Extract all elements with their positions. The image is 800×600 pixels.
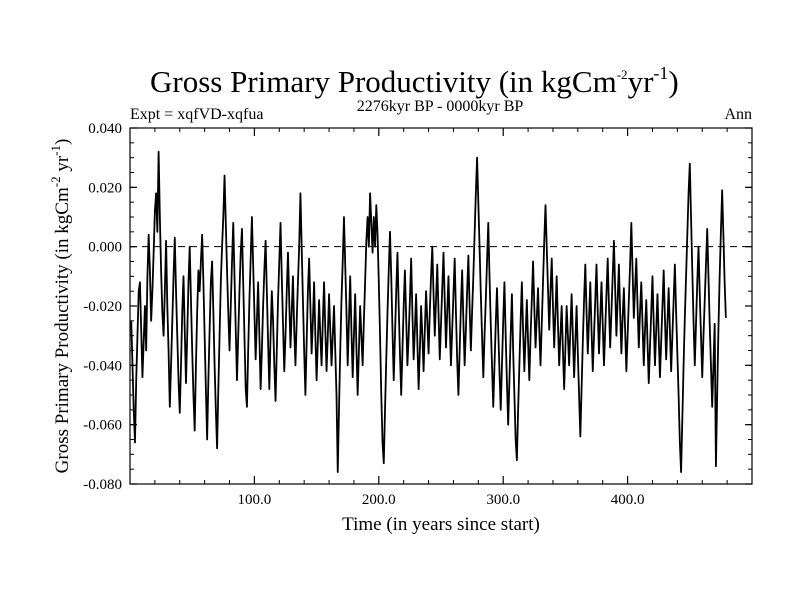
y-tick-label: -0.060 bbox=[83, 418, 122, 434]
y-tick-label: -0.080 bbox=[83, 477, 122, 493]
season-label: Ann bbox=[724, 106, 752, 123]
y-axis: -0.080 -0.060 -0.040 -0.020 0.000 0.020 0.040 bbox=[83, 121, 752, 493]
x-tick-label: 300.0 bbox=[486, 492, 520, 508]
x-tick-label: 200.0 bbox=[362, 492, 396, 508]
time-range-label: 2276kyr BP - 0000kyr BP bbox=[357, 98, 524, 115]
experiment-label: Expt = xqfVD-xqfua bbox=[130, 106, 263, 123]
y-tick-label: 0.000 bbox=[88, 240, 122, 256]
chart-title: Gross Primary Productivity (in kgCm-2yr-… bbox=[150, 63, 679, 99]
y-tick-label: -0.020 bbox=[83, 299, 122, 315]
x-tick-label: 100.0 bbox=[238, 492, 272, 508]
x-axis-label: Time (in years since start) bbox=[342, 514, 540, 535]
series-line-gpp bbox=[130, 150, 727, 474]
y-axis-label: Gross Primary Productivity (in kgCm-2 yr… bbox=[48, 139, 73, 474]
y-tick-label: 0.040 bbox=[88, 121, 122, 137]
x-axis: 100.0 200.0 300.0 400.0 bbox=[154, 128, 728, 508]
x-tick-label: 400.0 bbox=[611, 492, 645, 508]
y-tick-label: 0.020 bbox=[88, 180, 122, 196]
y-tick-label: -0.040 bbox=[83, 358, 122, 374]
